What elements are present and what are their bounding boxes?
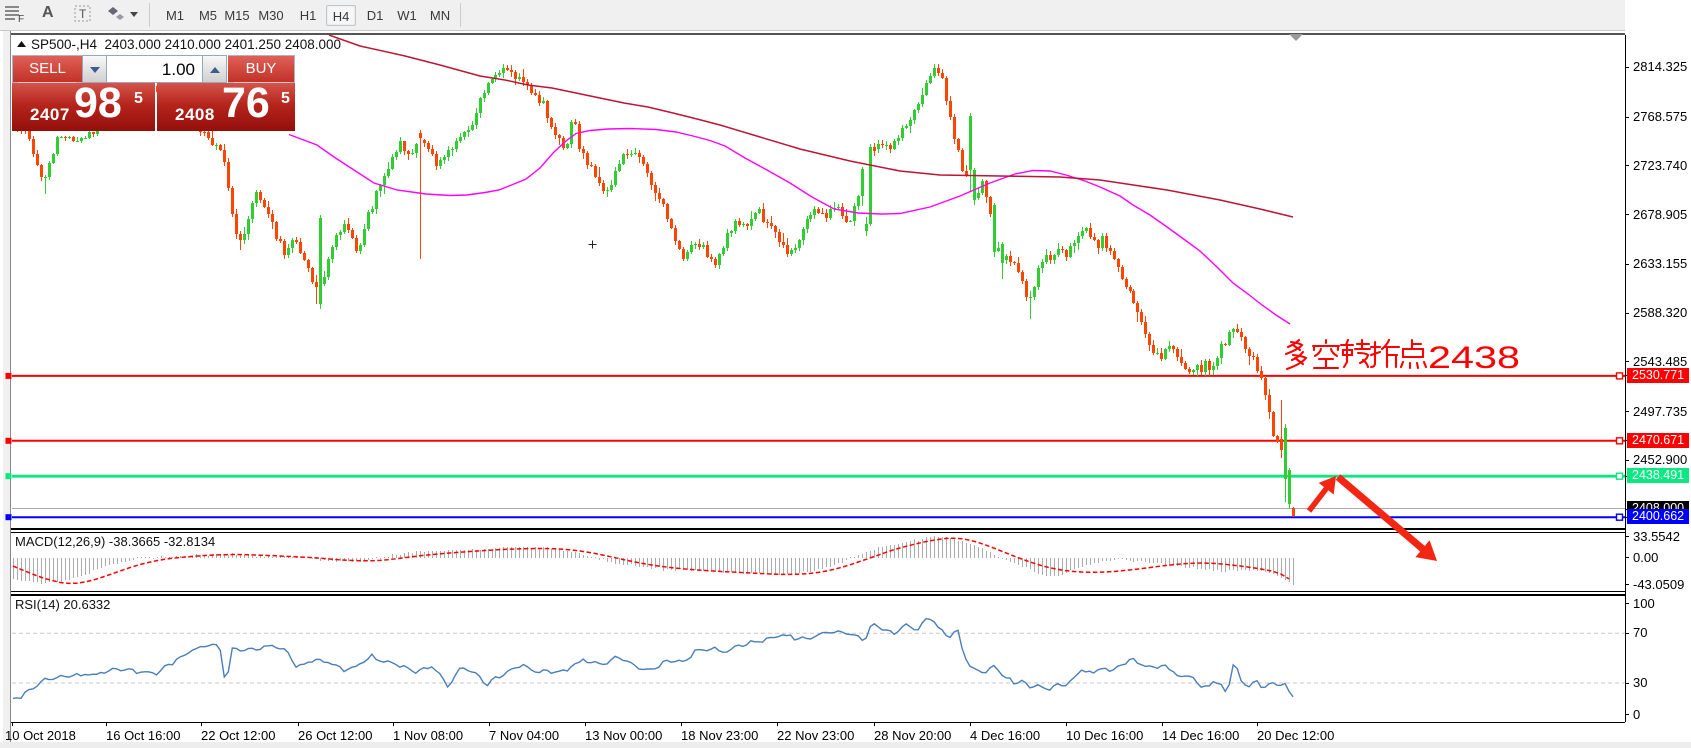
svg-text:T: T [79,7,87,21]
svg-text:2438: 2438 [1428,339,1520,375]
svg-text:F: F [18,14,24,24]
